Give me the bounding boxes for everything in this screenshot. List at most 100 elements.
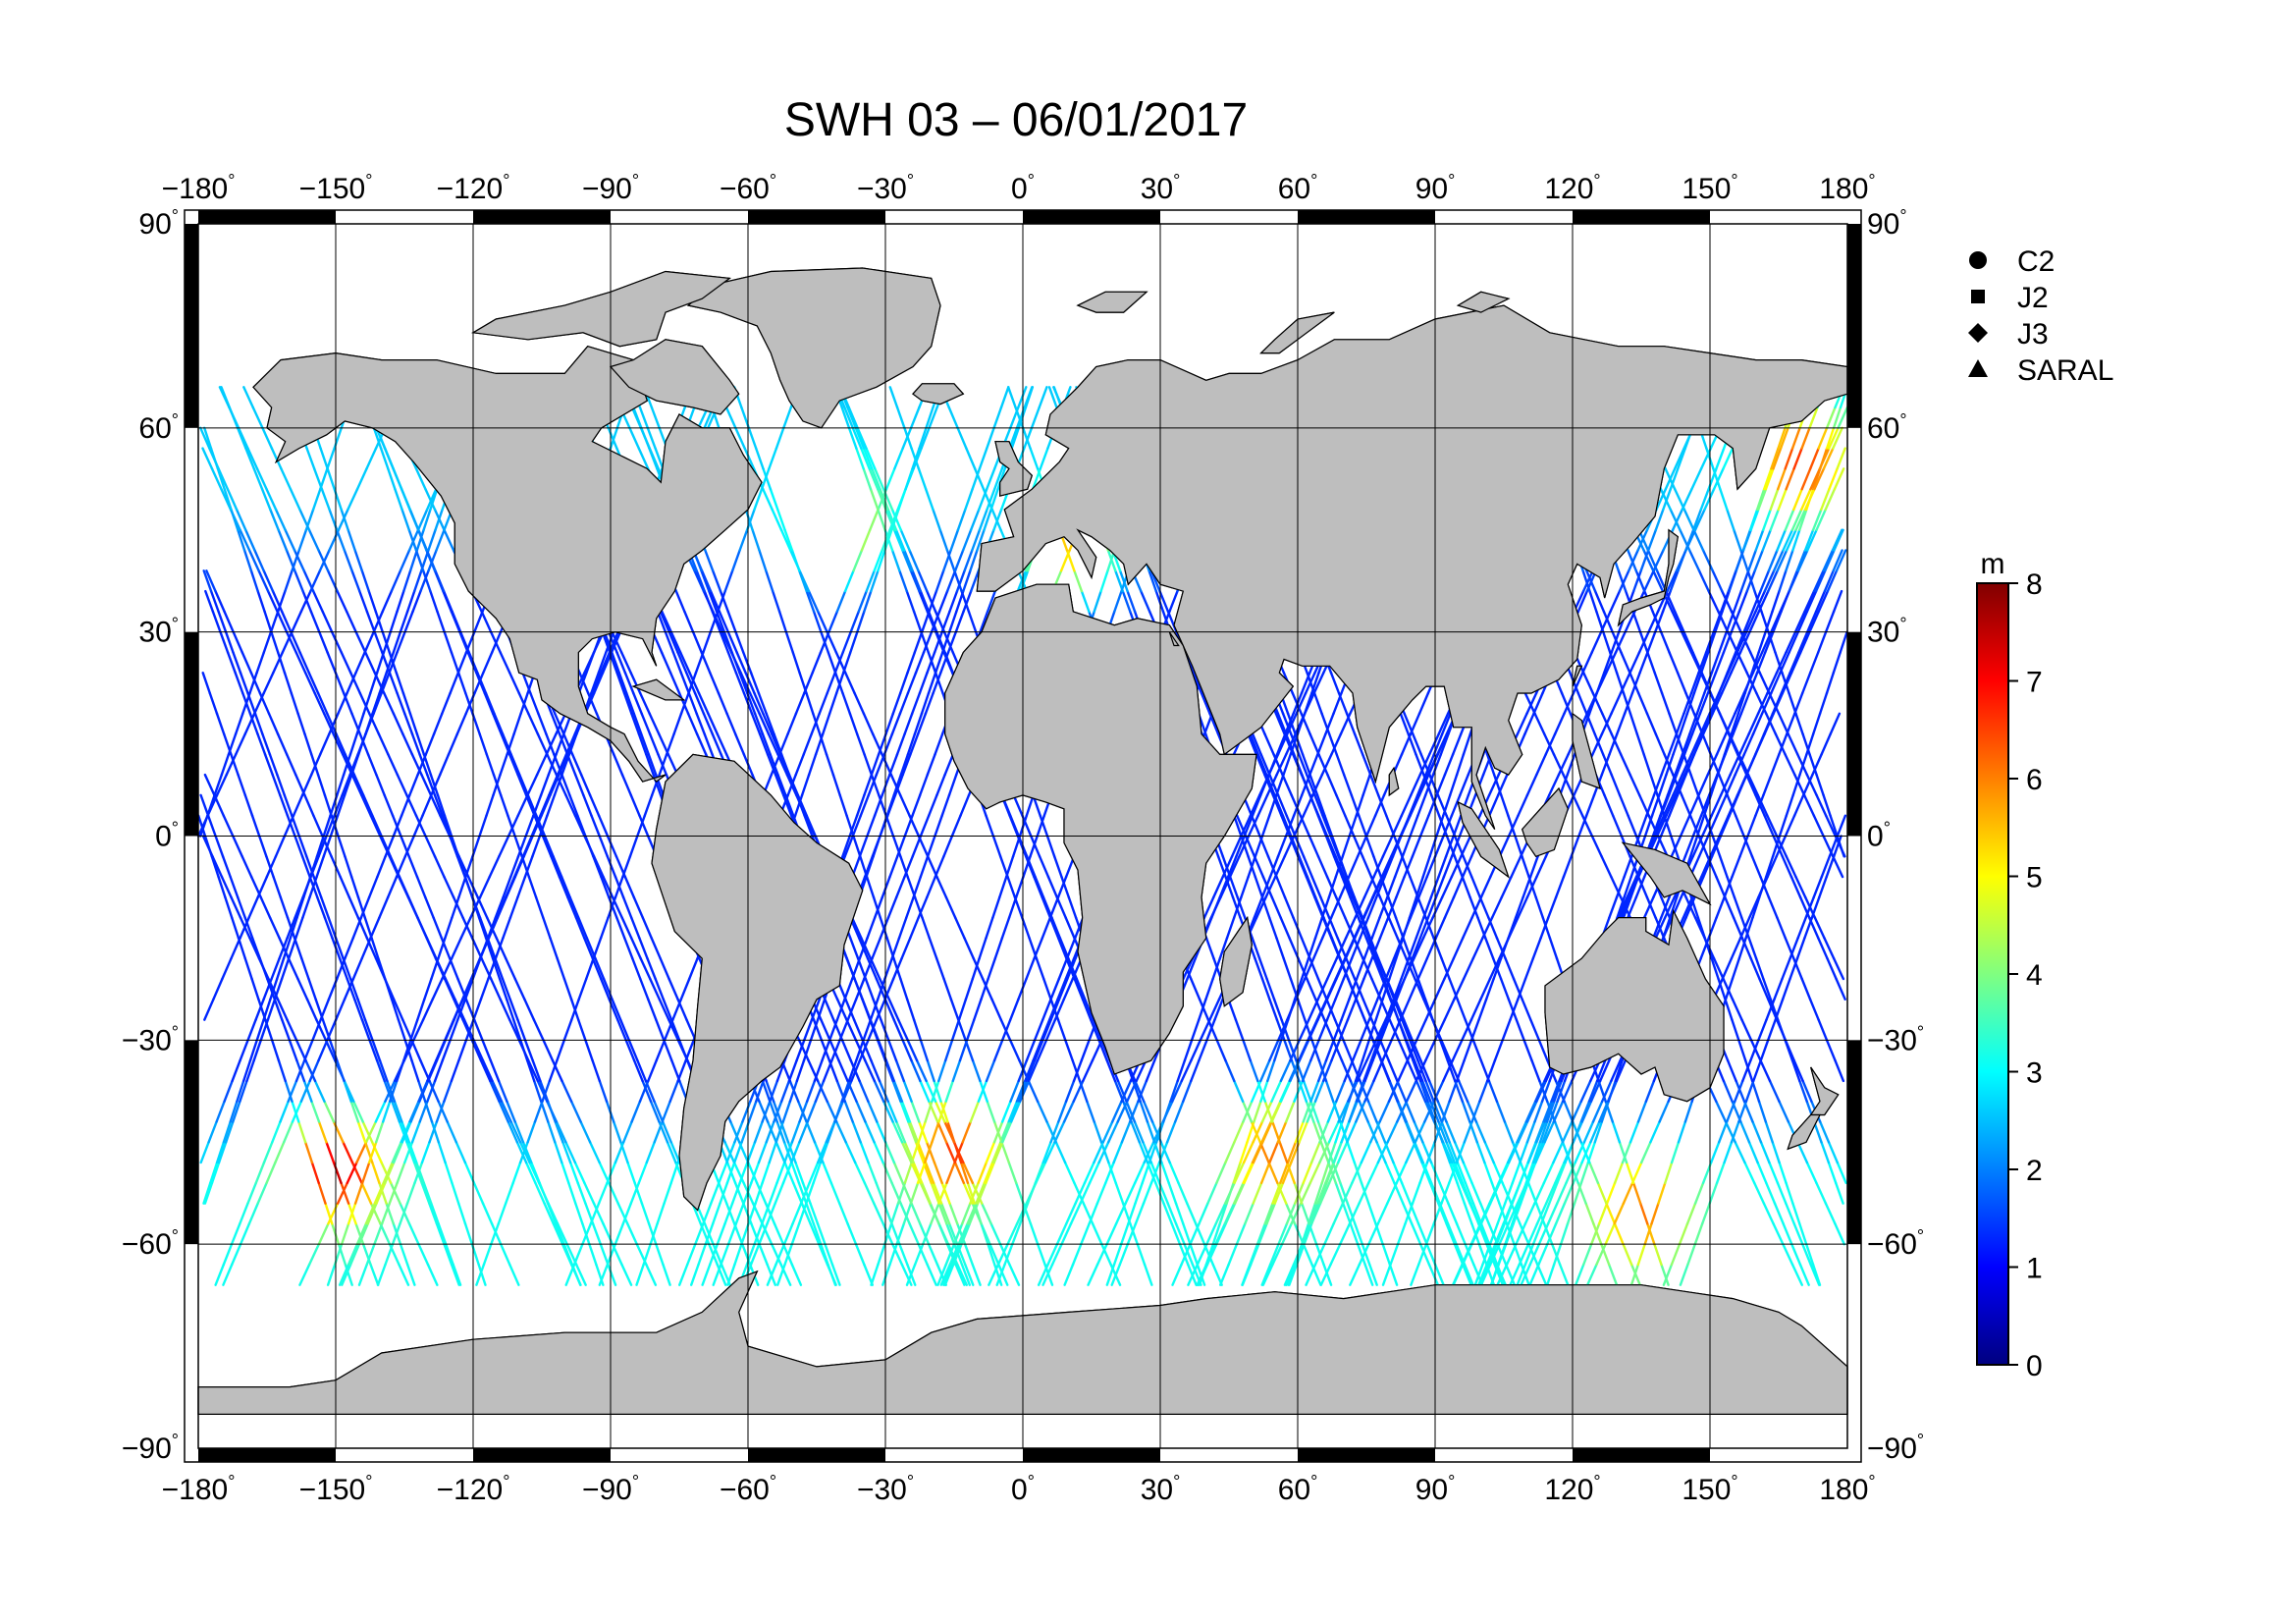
track-segment	[287, 1079, 298, 1103]
track-segment	[338, 957, 348, 981]
track-segment	[358, 732, 370, 756]
track-segment	[1334, 977, 1346, 1001]
track-segment	[1805, 1161, 1818, 1185]
track-segment	[648, 447, 659, 470]
track-segment	[1740, 1018, 1753, 1042]
track-segment	[776, 508, 786, 531]
track-segment	[1646, 651, 1656, 675]
track-segment	[734, 630, 745, 654]
track-segment	[418, 753, 429, 777]
track-segment	[1735, 651, 1748, 675]
track-segment	[1636, 691, 1649, 715]
track-segment	[214, 835, 225, 858]
track-segment	[1443, 998, 1456, 1021]
track-segment	[346, 610, 357, 633]
track-segment	[1324, 712, 1335, 735]
track-segment	[373, 672, 386, 695]
track-segment	[691, 630, 703, 654]
track-segment	[934, 732, 944, 756]
track-segment	[520, 855, 531, 879]
track-segment	[912, 610, 923, 633]
track-segment	[1470, 895, 1483, 919]
track-segment	[1363, 1263, 1374, 1286]
track-segment	[1579, 1079, 1592, 1103]
track-segment	[1190, 1058, 1201, 1083]
track-segment	[1281, 814, 1293, 838]
track-segment	[554, 1120, 564, 1144]
track-segment	[1279, 1161, 1290, 1185]
track-segment	[245, 1058, 255, 1083]
track-segment	[1537, 1039, 1549, 1062]
track-segment	[995, 1263, 1006, 1286]
track-segment	[340, 1181, 350, 1205]
track-segment	[643, 793, 654, 817]
track-segment	[285, 630, 297, 654]
track-segment	[947, 406, 959, 429]
track-segment	[1389, 1242, 1400, 1267]
track-segment	[749, 672, 761, 695]
track-segment	[443, 875, 455, 899]
track-segment	[209, 447, 220, 470]
track-segment	[1064, 1039, 1074, 1062]
track-segment	[1088, 1161, 1100, 1185]
track-segment	[1273, 1181, 1285, 1205]
track-segment	[535, 814, 547, 838]
track-segment	[1703, 488, 1716, 512]
track-segment	[450, 937, 462, 960]
track-segment	[1626, 875, 1638, 899]
track-segment	[1232, 1161, 1242, 1185]
track-segment	[645, 753, 655, 777]
track-segment	[254, 998, 265, 1021]
track-segment	[429, 793, 442, 817]
track-segment	[1348, 1100, 1359, 1123]
track-segment	[1610, 691, 1623, 715]
track-segment	[1425, 1141, 1436, 1164]
track-segment	[646, 426, 657, 450]
track-segment	[432, 916, 444, 940]
track-segment	[1335, 793, 1347, 817]
track-segment	[687, 691, 698, 715]
track-segment	[1761, 508, 1772, 531]
track-segment	[518, 1141, 531, 1164]
track-segment	[908, 1222, 920, 1246]
track-segment	[694, 1222, 705, 1246]
track-segment	[1387, 916, 1399, 940]
track-segment	[1204, 977, 1214, 1001]
track-segment	[1316, 1181, 1327, 1205]
track-segment	[273, 998, 284, 1021]
track-segment	[592, 1202, 605, 1225]
track-segment	[1683, 835, 1695, 858]
track-segment	[589, 1202, 601, 1225]
track-segment	[1711, 691, 1724, 715]
track-segment	[1415, 875, 1424, 899]
track-segment	[1282, 753, 1292, 777]
track-segment	[889, 1202, 900, 1225]
track-segment	[1448, 773, 1459, 797]
track-segment	[222, 1242, 234, 1267]
track-segment	[599, 916, 610, 940]
track-segment	[1290, 1202, 1303, 1225]
track-segment	[403, 835, 415, 858]
track-segment	[937, 1100, 947, 1123]
track-segment	[1457, 1079, 1469, 1103]
track-segment	[1441, 1141, 1454, 1164]
track-segment	[846, 1222, 858, 1246]
track-segment	[569, 998, 580, 1021]
track-segment	[457, 1202, 467, 1225]
track-segment	[989, 1222, 1002, 1246]
track-segment	[669, 1018, 681, 1042]
track-segment	[355, 467, 368, 491]
track-segment	[1654, 916, 1666, 940]
track-segment	[308, 1058, 320, 1083]
track-segment	[1239, 1141, 1249, 1164]
track-segment	[1461, 1018, 1473, 1042]
track-segment	[1298, 1120, 1309, 1144]
track-segment	[1515, 1018, 1525, 1042]
track-segment	[263, 753, 274, 777]
track-segment	[742, 651, 753, 675]
track-segment	[1198, 1039, 1208, 1062]
track-segment	[535, 753, 548, 777]
track-segment	[356, 916, 369, 940]
track-segment	[1553, 712, 1566, 735]
track-segment	[1558, 1263, 1570, 1286]
